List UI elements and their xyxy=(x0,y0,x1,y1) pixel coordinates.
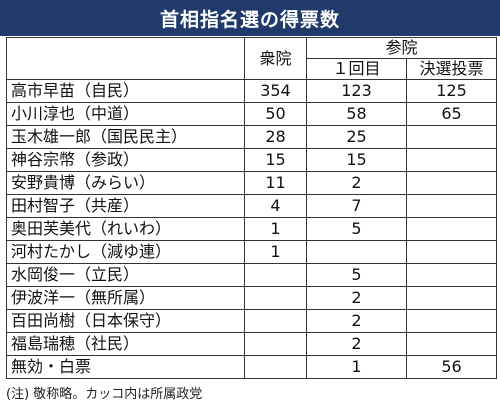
candidate-name: 伊波洋一（無所属） xyxy=(6,286,245,310)
shugiin-votes xyxy=(244,332,307,356)
candidate-name: 奥田芙美代（れいわ） xyxy=(6,217,245,241)
table-row: 高市早苗（自民） 354 123 125 xyxy=(6,79,498,103)
sangiin-runoff-votes xyxy=(405,309,498,333)
table-row: 百田尚樹（日本保守） 2 xyxy=(6,309,498,333)
header-shugiin: 衆院 xyxy=(244,37,307,80)
sangiin-runoff-votes xyxy=(405,263,498,287)
sangiin-round1-votes: 123 xyxy=(306,79,407,103)
sangiin-runoff-votes xyxy=(405,332,498,356)
table-row: 神谷宗幣（参政） 15 15 xyxy=(6,148,498,172)
candidate-name: 無効・白票 xyxy=(6,355,245,379)
sangiin-runoff-votes xyxy=(405,194,498,218)
table-row: 伊波洋一（無所属） 2 xyxy=(6,286,498,310)
table-row: 玉木雄一郎（国民民主） 28 25 xyxy=(6,125,498,149)
shugiin-votes: 28 xyxy=(244,125,307,149)
header-row-top: 衆院 参院 xyxy=(6,37,498,80)
candidate-name: 田村智子（共産） xyxy=(6,194,245,218)
sangiin-round1-votes: 58 xyxy=(306,102,407,126)
sangiin-runoff-votes: 56 xyxy=(405,355,498,379)
shugiin-votes xyxy=(244,355,307,379)
table-row: 無効・白票 1 56 xyxy=(6,355,498,379)
sangiin-runoff-votes xyxy=(405,240,498,264)
sangiin-runoff-votes: 125 xyxy=(405,79,498,103)
table-row: 河村たかし（減ゆ連） 1 xyxy=(6,240,498,264)
sangiin-round1-votes: 2 xyxy=(306,332,407,356)
shugiin-votes: 15 xyxy=(244,148,307,172)
sangiin-round1-votes: 2 xyxy=(306,286,407,310)
shugiin-votes xyxy=(244,263,307,287)
sangiin-runoff-votes xyxy=(405,286,498,310)
sangiin-runoff-votes xyxy=(405,217,498,241)
sangiin-runoff-votes xyxy=(405,171,498,195)
sangiin-round1-votes: 5 xyxy=(306,263,407,287)
shugiin-votes xyxy=(244,309,307,333)
sangiin-runoff-votes xyxy=(405,148,498,172)
sangiin-round1-votes: 1 xyxy=(306,355,407,379)
sangiin-round1-votes: 2 xyxy=(306,309,407,333)
table-row: 奥田芙美代（れいわ） 1 5 xyxy=(6,217,498,241)
sangiin-round1-votes: 25 xyxy=(306,125,407,149)
candidate-name: 水岡俊一（立民） xyxy=(6,263,245,287)
sangiin-round1-votes xyxy=(306,240,407,264)
candidate-name: 河村たかし（減ゆ連） xyxy=(6,240,245,264)
candidate-name: 神谷宗幣（参政） xyxy=(6,148,245,172)
candidate-name: 百田尚樹（日本保守） xyxy=(6,309,245,333)
shugiin-votes: 4 xyxy=(244,194,307,218)
sangiin-runoff-votes: 65 xyxy=(405,102,498,126)
candidate-name: 高市早苗（自民） xyxy=(6,79,245,103)
sangiin-runoff-votes xyxy=(405,125,498,149)
shugiin-votes: 11 xyxy=(244,171,307,195)
table-title: 首相指名選の得票数 xyxy=(0,0,500,36)
sangiin-round1-votes: 7 xyxy=(306,194,407,218)
footnote: (注) 敬称略。カッコ内は所属政党 xyxy=(6,387,203,402)
table-body: 高市早苗（自民） 354 123 125 小川淳也（中道） 50 58 65 玉… xyxy=(6,79,498,379)
shugiin-votes: 50 xyxy=(244,102,307,126)
table-row: 福島瑞穂（社民） 2 xyxy=(6,332,498,356)
shugiin-votes: 354 xyxy=(244,79,307,103)
header-runoff: 決選投票 xyxy=(405,58,498,80)
header-round1: １回目 xyxy=(306,58,407,80)
shugiin-votes xyxy=(244,286,307,310)
sangiin-round1-votes: 2 xyxy=(306,171,407,195)
header-name-empty xyxy=(6,37,245,80)
candidate-name: 福島瑞穂（社民） xyxy=(6,332,245,356)
candidate-name: 安野貴博（みらい） xyxy=(6,171,245,195)
table-row: 安野貴博（みらい） 11 2 xyxy=(6,171,498,195)
shugiin-votes: 1 xyxy=(244,217,307,241)
candidate-name: 小川淳也（中道） xyxy=(6,102,245,126)
sangiin-round1-votes: 5 xyxy=(306,217,407,241)
sangiin-round1-votes: 15 xyxy=(306,148,407,172)
vote-table: 衆院 参院 １回目 決選投票 高市早苗（自民） 354 123 125 小川淳也… xyxy=(6,37,498,379)
table-row: 田村智子（共産） 4 7 xyxy=(6,194,498,218)
table-row: 水岡俊一（立民） 5 xyxy=(6,263,498,287)
candidate-name: 玉木雄一郎（国民民主） xyxy=(6,125,245,149)
table-row: 小川淳也（中道） 50 58 65 xyxy=(6,102,498,126)
shugiin-votes: 1 xyxy=(244,240,307,264)
header-sangiin: 参院 xyxy=(305,37,498,59)
